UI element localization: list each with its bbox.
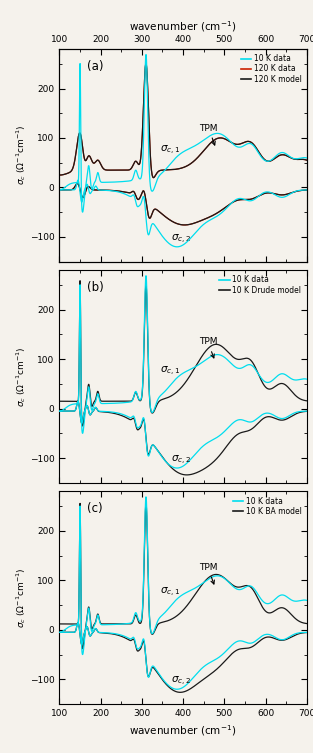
Text: $\sigma_{c,1}$: $\sigma_{c,1}$ <box>161 144 181 157</box>
Text: (a): (a) <box>87 59 103 72</box>
Text: $\sigma_{c,2}$: $\sigma_{c,2}$ <box>171 233 191 245</box>
Legend: 10 K data, 10 K BA model: 10 K data, 10 K BA model <box>231 495 303 517</box>
Text: $\sigma_{c,2}$: $\sigma_{c,2}$ <box>171 675 191 688</box>
Text: (c): (c) <box>87 502 102 515</box>
Text: (b): (b) <box>87 281 103 294</box>
Legend: 10 K data, 10 K Drude model: 10 K data, 10 K Drude model <box>218 274 303 296</box>
Text: $\sigma_{c,1}$: $\sigma_{c,1}$ <box>161 586 181 599</box>
Text: $\sigma_{c,1}$: $\sigma_{c,1}$ <box>161 364 181 378</box>
Y-axis label: $\sigma_c$ ($\Omega^{-1}$cm$^{-1}$): $\sigma_c$ ($\Omega^{-1}$cm$^{-1}$) <box>15 125 28 185</box>
Y-axis label: $\sigma_c$ ($\Omega^{-1}$cm$^{-1}$): $\sigma_c$ ($\Omega^{-1}$cm$^{-1}$) <box>15 568 28 628</box>
X-axis label: wavenumber (cm$^{-1}$): wavenumber (cm$^{-1}$) <box>130 20 237 35</box>
X-axis label: wavenumber (cm$^{-1}$): wavenumber (cm$^{-1}$) <box>130 724 237 738</box>
Y-axis label: $\sigma_c$ ($\Omega^{-1}$cm$^{-1}$): $\sigma_c$ ($\Omega^{-1}$cm$^{-1}$) <box>15 346 28 407</box>
Text: $\sigma_{c,2}$: $\sigma_{c,2}$ <box>171 454 191 467</box>
Text: TPM: TPM <box>198 562 217 584</box>
Text: TPM: TPM <box>198 337 217 358</box>
Legend: 10 K data, 120 K data, 120 K model: 10 K data, 120 K data, 120 K model <box>239 53 303 85</box>
Text: TPM: TPM <box>199 123 218 145</box>
